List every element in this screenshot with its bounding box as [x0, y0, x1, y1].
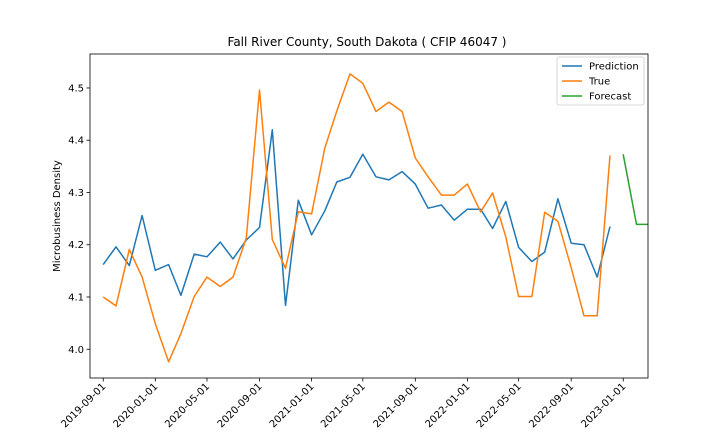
y-tick-label: 4.5	[68, 83, 84, 94]
x-tick-label: 2019-09-01	[59, 381, 108, 430]
legend-frame	[556, 56, 645, 106]
series-line-forecast	[622, 154, 649, 226]
y-tick-label: 4.3	[68, 188, 84, 199]
axes-frame	[89, 53, 649, 379]
y-tick-label: 4.1	[68, 293, 84, 304]
y-axis-label: Microbusiness Density	[52, 160, 63, 272]
x-tick-label: 2020-09-01	[216, 381, 265, 430]
x-tick-label: 2021-01-01	[268, 381, 317, 430]
x-tick-label: 2021-05-01	[319, 381, 368, 430]
x-tick-label: 2020-05-01	[163, 381, 212, 430]
legend-label-true: True	[588, 77, 610, 88]
series-line-prediction	[102, 129, 611, 307]
chart-title: Fall River County, South Dakota ( CFIP 4…	[228, 35, 507, 49]
y-tick-label: 4.4	[68, 136, 84, 147]
x-tick-label: 2021-09-01	[372, 381, 421, 430]
x-tick-label: 2022-09-01	[527, 381, 576, 430]
series-line-true	[102, 73, 611, 363]
x-tick-label: 2020-01-01	[112, 381, 161, 430]
x-tick-label: 2022-05-01	[475, 381, 524, 430]
legend-label-forecast: Forecast	[589, 92, 631, 103]
legend: Prediction True Forecast	[556, 56, 645, 106]
x-tick-label: 2022-01-01	[424, 381, 473, 430]
x-tick-label: 2023-01-01	[579, 381, 628, 430]
legend-label-prediction: Prediction	[589, 62, 639, 73]
y-tick-label: 4.0	[68, 345, 84, 356]
y-tick-label: 4.2	[68, 240, 84, 251]
